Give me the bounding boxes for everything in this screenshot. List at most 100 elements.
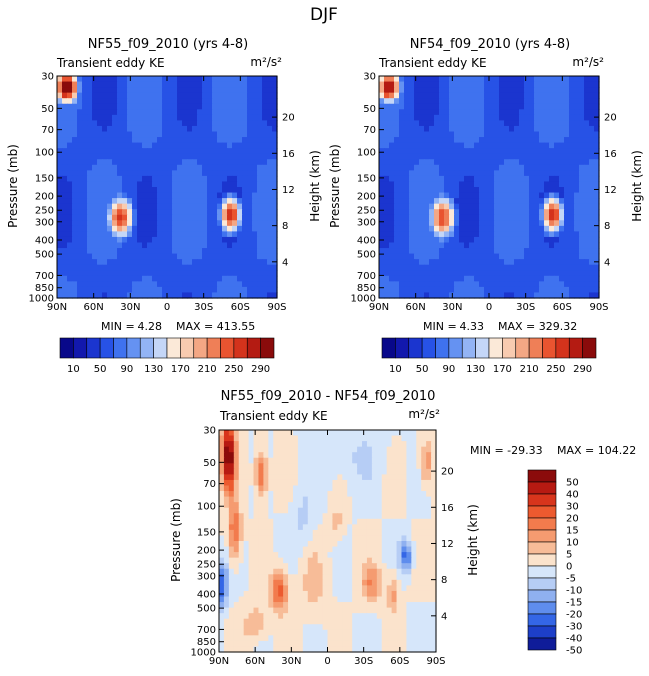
p2-cell [454, 286, 460, 294]
p1-cell [122, 270, 128, 277]
p1-cell [187, 275, 193, 282]
p1-cell [67, 214, 73, 221]
p2-cell [549, 286, 555, 294]
p3-cell [283, 546, 289, 553]
p2-cell [544, 259, 550, 266]
p2-cell [444, 170, 450, 177]
p2-cell [429, 148, 435, 155]
p2-cell [584, 192, 590, 199]
p2-cell [489, 231, 495, 238]
p3-cell [347, 468, 353, 475]
p2-cell [514, 231, 520, 238]
p2-cell [524, 76, 530, 83]
p2-cell [439, 76, 445, 83]
p1-cell [102, 225, 108, 232]
p3-cell [288, 452, 294, 459]
p1-ytick-label: 400 [35, 235, 54, 246]
p2-cell [519, 292, 525, 299]
p1-cell [117, 275, 123, 282]
p2-cell [554, 264, 560, 271]
p3-cell [312, 446, 319, 453]
p1-cell [182, 187, 188, 194]
p3-cell [391, 479, 398, 487]
p1-cell [97, 92, 103, 99]
p2-cell [424, 125, 430, 133]
p2-cell [409, 209, 415, 216]
p1-cell [167, 198, 173, 205]
p1-cell [207, 270, 213, 277]
p1-cell [197, 214, 203, 221]
p1-cell [162, 242, 168, 249]
p1-cell [222, 181, 228, 188]
p1-cell [137, 181, 143, 188]
p2-cell [409, 275, 415, 282]
p3-cell [386, 474, 393, 481]
p3-cell [263, 468, 269, 475]
p2-cell [529, 242, 535, 249]
p1-cell [252, 270, 258, 277]
p2-cell [594, 253, 600, 260]
p2-cell [499, 175, 505, 183]
p1-cbar-box [59, 337, 74, 359]
p1-cell [62, 103, 68, 110]
p1-cell [197, 114, 203, 121]
p2-cell [469, 120, 475, 127]
p2-cell [394, 159, 400, 166]
p1-cell [167, 187, 173, 194]
p1-cell [127, 109, 133, 116]
p2-cell [394, 81, 400, 88]
p3-cell [292, 435, 299, 442]
p2-cell [484, 148, 490, 155]
p3-cell [238, 479, 245, 487]
p2-cell [594, 242, 600, 249]
p2-cell [404, 137, 410, 144]
p2-cell [464, 125, 470, 133]
p2-cell [499, 153, 505, 160]
p3-cell [337, 574, 343, 581]
p3-cell [283, 513, 289, 520]
p1-cell [82, 175, 88, 183]
p1-cell [112, 248, 118, 255]
p2-cell [449, 81, 455, 88]
p1-cell [162, 153, 168, 160]
p2-cell [509, 103, 515, 110]
p2-cell [414, 181, 420, 188]
p2-cell [444, 175, 450, 183]
p3-cell [406, 574, 412, 581]
p2-cell [454, 248, 460, 255]
p2-cell [479, 131, 485, 138]
p1-cell [67, 225, 73, 232]
p1-cell [117, 153, 123, 160]
p1-cell [172, 153, 178, 160]
p3-cell [238, 529, 245, 537]
p2-cell [504, 225, 510, 232]
p2-cell [404, 214, 410, 221]
p1-cell [137, 275, 143, 282]
p1-cell [207, 198, 213, 205]
p1-cell [227, 292, 233, 299]
p1-cell [92, 236, 98, 244]
p1-cell [272, 148, 278, 155]
p2-cell [419, 214, 425, 221]
p1-cell [167, 137, 173, 144]
p1-cell [142, 98, 148, 105]
p3-cell [292, 491, 299, 498]
p2-cell [519, 175, 525, 183]
p1-cell [67, 153, 73, 160]
p2-cell [454, 264, 460, 271]
p1-cell [197, 259, 203, 266]
p1-cell [187, 81, 193, 88]
p2-cell [464, 259, 470, 266]
p3-cell [219, 529, 225, 537]
p2-cell [434, 142, 440, 149]
p3-cell [219, 552, 225, 559]
p1-cell [77, 203, 83, 210]
p2-cell [529, 259, 535, 266]
p3-cell [248, 502, 255, 509]
p3-cell [233, 541, 240, 548]
p1-cell [202, 187, 208, 194]
p3-cell [243, 457, 250, 464]
p2-cell [459, 209, 465, 216]
p2-cell [539, 76, 545, 83]
p1-cell [142, 87, 148, 94]
